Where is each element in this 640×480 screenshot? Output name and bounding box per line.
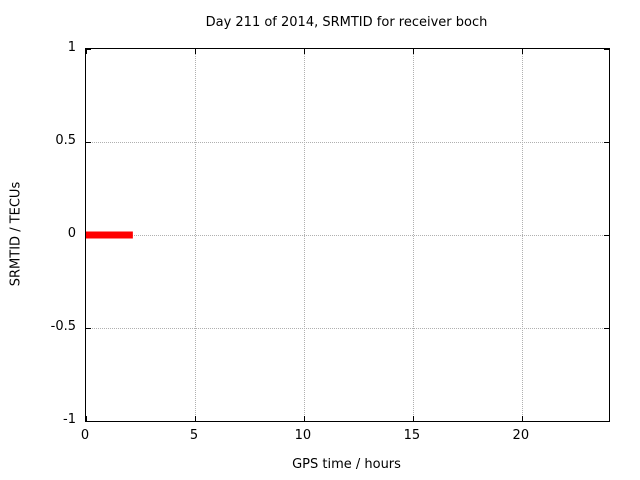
x-tick-label: 10	[294, 428, 312, 443]
y-tick-mark	[86, 328, 91, 329]
y-tick-label: 0.5	[55, 133, 76, 148]
y-tick-label: -0.5	[50, 319, 76, 334]
x-tick-label: 0	[80, 428, 90, 443]
y-tick-label: 1	[67, 40, 76, 55]
x-tick-mark	[194, 416, 196, 421]
y-tick-mark	[604, 235, 609, 236]
x-tick-mark	[412, 416, 414, 421]
gridline-y	[86, 328, 609, 329]
x-tick-mark	[303, 49, 305, 54]
y-tick-label: -1	[63, 412, 76, 427]
x-axis-label: GPS time / hours	[292, 457, 401, 472]
y-tick-mark	[604, 328, 609, 329]
x-tick-label: 15	[403, 428, 421, 443]
plot-area	[85, 48, 610, 422]
x-tick-mark	[194, 49, 196, 54]
y-tick-mark	[604, 49, 609, 50]
x-tick-label: 20	[512, 428, 530, 443]
y-tick-mark	[86, 49, 91, 50]
series-layer	[86, 231, 133, 239]
x-tick-label: 5	[189, 428, 199, 443]
x-tick-mark	[86, 49, 87, 54]
chart-title: Day 211 of 2014, SRMTID for receiver boc…	[205, 15, 488, 30]
gridline-y	[86, 142, 609, 143]
x-tick-mark	[521, 416, 523, 421]
gridline-y	[86, 235, 609, 236]
y-tick-mark	[86, 421, 91, 422]
x-tick-mark	[303, 416, 305, 421]
x-tick-mark	[521, 49, 523, 54]
y-tick-mark	[604, 421, 609, 422]
x-tick-mark	[412, 49, 414, 54]
y-tick-mark	[604, 142, 609, 143]
y-tick-mark	[86, 142, 91, 143]
y-tick-label: 0	[67, 226, 76, 241]
x-tick-mark	[86, 416, 87, 421]
